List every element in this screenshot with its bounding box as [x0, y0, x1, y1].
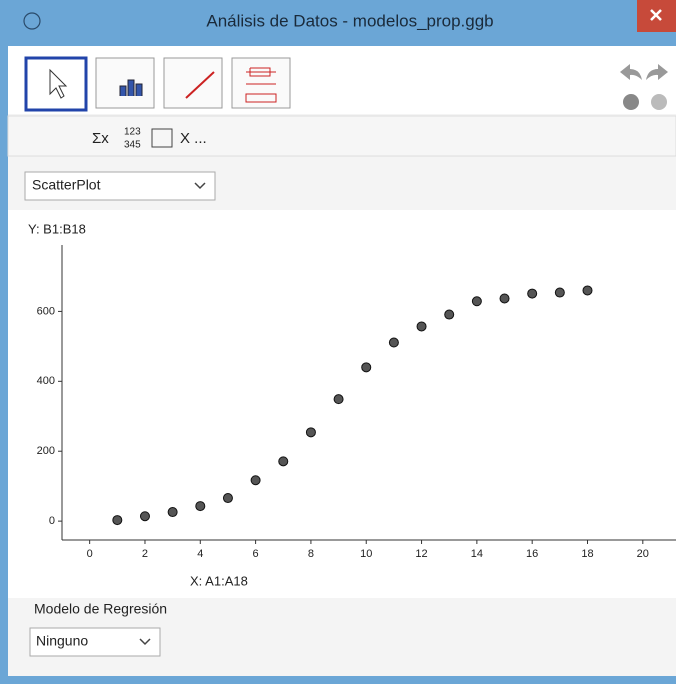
boxplot-icon [245, 67, 277, 103]
tool-histogram[interactable] [95, 57, 155, 109]
x-tick-label: 18 [581, 548, 593, 560]
plot-selector-text: ScatterPlot [32, 177, 101, 193]
x-tick-label: 4 [197, 548, 203, 560]
x-axis-label: X: A1:A18 [190, 573, 248, 588]
data-point [388, 337, 399, 348]
scatter-icon [185, 71, 215, 99]
tool-boxplot[interactable] [231, 57, 291, 109]
statistics-button[interactable]: Σx [92, 130, 109, 147]
data-point [444, 309, 455, 320]
help-button[interactable] [623, 94, 639, 110]
x-tick-label: 16 [526, 548, 538, 560]
dropdown-arrow [139, 638, 151, 646]
settings-button[interactable] [651, 94, 667, 110]
layout-button[interactable] [151, 128, 173, 148]
cursor-icon [49, 68, 68, 99]
x-tick-label: 12 [415, 548, 427, 560]
y-tick-label: 600 [37, 305, 55, 317]
data-point [305, 427, 316, 438]
regression-selector-text: Ninguno [36, 633, 88, 649]
tool-move[interactable] [24, 56, 88, 112]
dropdown-arrow [194, 182, 206, 190]
y-tick-label: 400 [37, 375, 55, 387]
data-point [582, 285, 593, 296]
options-bar [7, 115, 676, 157]
x-tick-label: 8 [308, 548, 314, 560]
data-point [139, 511, 150, 522]
data-point [554, 287, 565, 298]
data-point [333, 394, 344, 405]
data-point [195, 501, 206, 512]
data-point [361, 362, 372, 373]
undo-button[interactable] [620, 64, 642, 80]
data-point [167, 507, 178, 518]
data-point [416, 321, 427, 332]
y-axis-label: Y: B1:B18 [28, 221, 86, 236]
x-tick-label: 20 [637, 548, 649, 560]
close-icon [650, 9, 662, 21]
plot-marks: 0 200 400 600 0 2 4 6 8 10 12 14 16 18 20 [37, 285, 649, 560]
data-point [222, 493, 233, 504]
window-title: Análisis de Datos - modelos_prop.ggb [206, 11, 493, 30]
tool-scatter[interactable] [163, 57, 223, 109]
x-tick-label: 14 [471, 548, 483, 560]
x-tick-label: 2 [142, 548, 148, 560]
plot-selector[interactable] [24, 171, 216, 201]
data-button-bottom[interactable]: 345 [124, 140, 141, 151]
data-point [527, 288, 538, 299]
regression-label: Modelo de Regresión [34, 601, 167, 617]
y-tick-label: 200 [37, 445, 55, 457]
data-point [471, 296, 482, 307]
x-tick-label: 10 [360, 548, 372, 560]
x-tick-label: 0 [87, 548, 93, 560]
app-icon [23, 12, 41, 30]
y-tick-label: 0 [49, 515, 55, 527]
x-tick-label: 6 [253, 548, 259, 560]
data-point [278, 456, 289, 467]
data-point [250, 475, 261, 486]
variables-button[interactable]: X ... [180, 130, 207, 147]
regression-selector[interactable] [29, 627, 161, 657]
data-point [112, 515, 123, 526]
data-point [499, 293, 510, 304]
histogram-icon [119, 79, 143, 96]
plot-area [8, 210, 676, 598]
redo-button[interactable] [646, 64, 668, 80]
data-button-top[interactable]: 123 [124, 127, 141, 138]
